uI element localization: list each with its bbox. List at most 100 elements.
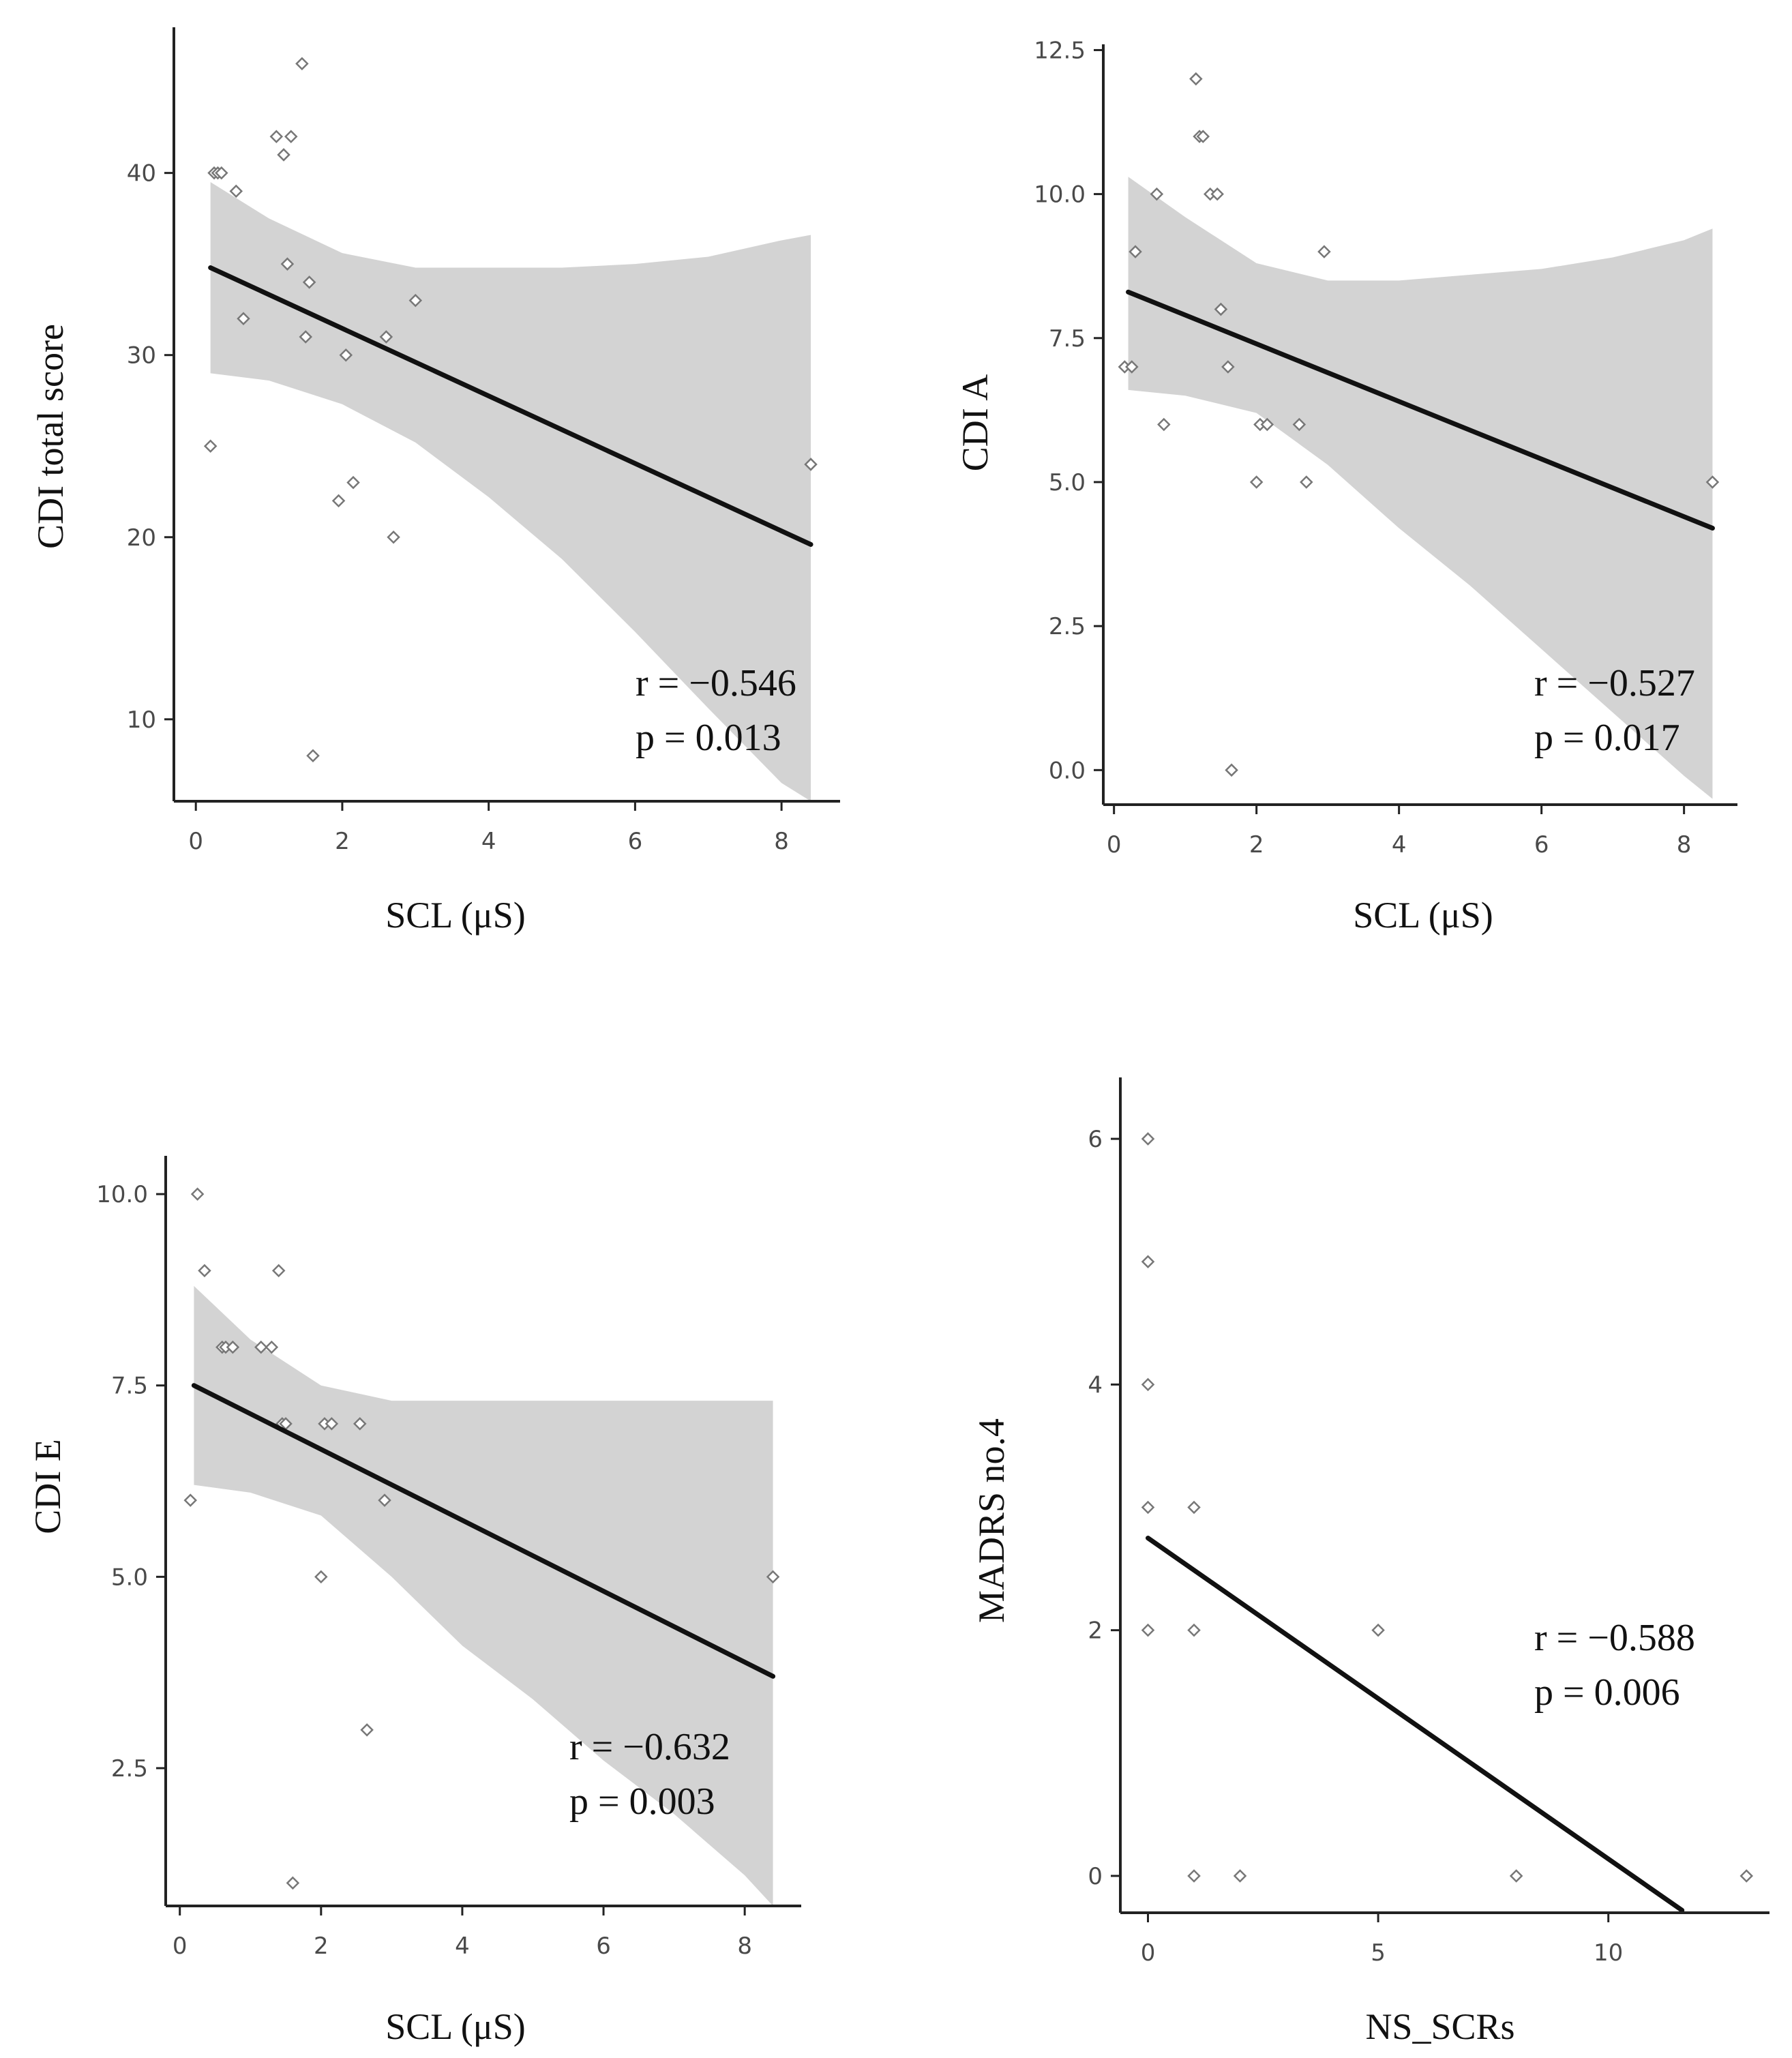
y-tick-label: 7.5	[111, 1373, 148, 1400]
data-point	[1233, 1869, 1247, 1883]
data-point	[229, 184, 243, 198]
x-axis-label: SCL (μS)	[385, 895, 525, 936]
y-axis-label: CDI A	[955, 374, 996, 472]
data-point	[237, 312, 250, 326]
data-point	[183, 1493, 198, 1507]
data-point	[1189, 72, 1203, 86]
data-point	[353, 1417, 367, 1431]
x-axis-label: NS_SCRs	[1365, 2006, 1514, 2047]
stat-p: p = 0.003	[569, 1780, 715, 1823]
data-point	[360, 1723, 374, 1737]
x-tick-label: 0	[1107, 831, 1122, 859]
data-point	[1141, 1500, 1155, 1515]
points-layer	[1141, 1132, 1754, 1883]
y-ticks: 10 20 30 40	[127, 160, 174, 734]
data-point	[1196, 130, 1210, 143]
y-ticks: 0.0 2.5 5.0 7.5 10.0 12.5	[1034, 37, 1103, 784]
data-point	[387, 530, 400, 544]
fit-layer	[1126, 289, 1715, 531]
y-tick-label: 40	[127, 160, 156, 188]
data-point	[1157, 417, 1171, 432]
data-point	[299, 330, 313, 344]
y-axis-label: CDI total score	[30, 324, 71, 549]
stat-p: p = 0.017	[1534, 717, 1680, 759]
data-point	[1225, 763, 1238, 777]
data-point	[1300, 475, 1313, 489]
data-point	[254, 1340, 268, 1354]
y-tick-label: 5.0	[1049, 469, 1086, 496]
data-point	[190, 1187, 205, 1201]
fit-layer	[208, 265, 813, 547]
x-tick-label: 6	[1534, 831, 1549, 859]
data-point	[1141, 1623, 1155, 1637]
data-point	[408, 293, 423, 308]
y-axis-label: CDI E	[27, 1439, 68, 1534]
stat-p: p = 0.013	[636, 717, 781, 759]
stat-r: r = −0.632	[569, 1726, 730, 1768]
y-tick-label: 10.0	[96, 1181, 148, 1208]
x-tick-label: 10	[1594, 1939, 1623, 1967]
data-point	[1739, 1869, 1754, 1883]
stat-p: p = 0.006	[1534, 1671, 1680, 1714]
y-tick-label: 10	[127, 706, 156, 734]
panel-cdi-e: 0 2 4 6 8 2.5 5.0 7.5 10.0 SCL (μS) CDI E r = −…	[27, 1156, 801, 2047]
data-point	[215, 166, 228, 180]
regression-line	[1126, 289, 1715, 531]
x-tick-label: 4	[455, 1933, 470, 1960]
data-point	[1187, 1869, 1201, 1883]
data-point	[339, 348, 353, 362]
fit-layer	[191, 1383, 776, 1679]
x-tick-label: 2	[335, 828, 350, 855]
y-ticks: 2.5 5.0 7.5 10.0	[96, 1181, 166, 1783]
data-point	[1371, 1623, 1385, 1637]
data-point	[280, 257, 295, 271]
x-ticks: 0 2 4 6 8	[1107, 805, 1691, 859]
y-tick-label: 4	[1088, 1371, 1103, 1399]
x-tick-label: 8	[737, 1933, 752, 1960]
data-point	[302, 275, 316, 289]
data-point	[379, 330, 393, 344]
stat-r: r = −0.588	[1534, 1617, 1695, 1659]
y-tick-label: 30	[127, 342, 156, 370]
x-tick-label: 8	[774, 828, 789, 855]
data-point	[1187, 1623, 1201, 1637]
data-point	[1150, 187, 1164, 201]
panel-cdi-a: 0 2 4 6 8 0.0 2.5 5.0 7.5 10.0 12.5 SCL (μS) CDI …	[955, 37, 1737, 936]
y-tick-label: 5.0	[111, 1564, 148, 1591]
data-point	[766, 1570, 780, 1584]
x-tick-label: 0	[1141, 1939, 1156, 1967]
data-point	[1141, 1132, 1155, 1146]
ci-band-layer	[210, 182, 811, 801]
confidence-band	[210, 182, 811, 801]
x-tick-label: 2	[314, 1933, 329, 1960]
data-point	[198, 1264, 211, 1278]
data-point	[346, 475, 360, 490]
data-point	[1317, 245, 1331, 258]
regression-line	[191, 1383, 776, 1679]
regression-line	[1146, 1536, 1685, 1913]
y-tick-label: 6	[1088, 1126, 1103, 1153]
stat-r: r = −0.546	[636, 662, 796, 704]
x-axis-label: SCL (μS)	[385, 2006, 525, 2047]
data-point	[1260, 417, 1274, 432]
data-point	[1141, 1377, 1155, 1392]
x-tick-label: 2	[1249, 831, 1264, 859]
ci-band-layer	[1128, 177, 1713, 799]
data-point	[804, 458, 818, 471]
x-tick-label: 0	[188, 828, 203, 855]
y-tick-label: 0.0	[1049, 757, 1086, 784]
data-point	[378, 1493, 391, 1507]
y-tick-label: 7.5	[1049, 325, 1086, 353]
x-tick-label: 4	[1392, 831, 1407, 859]
confidence-band	[194, 1285, 773, 1906]
x-tick-label: 5	[1371, 1939, 1386, 1967]
y-axis-label: MADRS no.4	[971, 1418, 1012, 1623]
data-point	[1509, 1869, 1523, 1883]
data-point	[1214, 302, 1228, 316]
data-point	[325, 1417, 339, 1431]
x-ticks: 0 2 4 6 8	[188, 801, 789, 855]
stat-r: r = −0.527	[1534, 662, 1695, 704]
data-point	[269, 130, 284, 144]
